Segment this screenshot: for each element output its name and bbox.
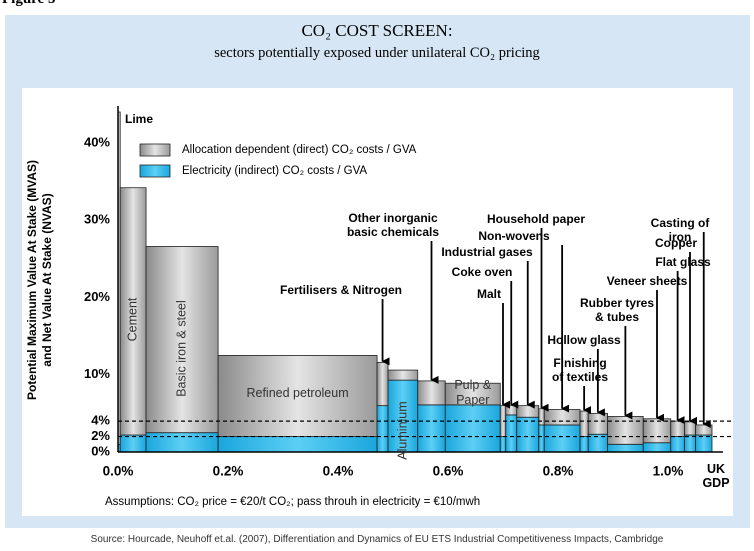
- indirect-cost-bar: [444, 404, 501, 453]
- category-label: Cement: [125, 297, 140, 342]
- category-label: Casting of iron: [650, 216, 710, 244]
- category-label: Industrial gases: [441, 245, 533, 259]
- category-label: Household paper: [486, 212, 586, 226]
- indirect-cost-bar: [607, 443, 644, 453]
- indirect-cost-bar: [543, 424, 581, 453]
- x-tick-label: 0.2%: [213, 464, 244, 479]
- category-label: Pulp & Paper: [454, 378, 492, 407]
- indirect-cost-bar: [217, 436, 378, 453]
- legend-label: Allocation dependent (direct) CO₂ costs …: [182, 144, 417, 156]
- chart-subtitle: sectors potentially exposed under unilat…: [214, 45, 540, 61]
- x-tick-label: 1.0%: [653, 464, 684, 479]
- indirect-cost-bar: [499, 436, 507, 453]
- direct-cost-bar: [642, 418, 672, 444]
- category-label: Copper: [655, 236, 697, 250]
- y-tick-label: 0%: [91, 443, 110, 458]
- y-tick-label: 30%: [84, 212, 110, 227]
- direct-cost-bar: [538, 408, 545, 426]
- indirect-cost-bar: [695, 434, 713, 453]
- category-label: Flat glass: [655, 255, 711, 269]
- indirect-cost-bar: [376, 405, 389, 453]
- indirect-cost-bar: [417, 404, 446, 453]
- direct-cost-bar: [543, 409, 581, 426]
- indirect-cost-bar: [538, 424, 545, 453]
- indirect-cost-bar: [505, 414, 518, 453]
- direct-cost-bar: [387, 369, 419, 381]
- y-tick-label: 40%: [84, 134, 110, 149]
- legend-label: Electricity (indirect) CO₂ costs / GVA: [182, 165, 367, 177]
- indirect-cost-bar: [670, 436, 685, 453]
- category-label: Coke oven: [451, 265, 513, 279]
- direct-cost-bar: [670, 420, 685, 437]
- y-axis-label: Potential Maximum Value At Stake (MVAS) …: [25, 159, 54, 401]
- category-label: Lime: [125, 112, 154, 126]
- category-label: Other inorganic basic chemicals: [346, 211, 440, 239]
- direct-cost-bar: [217, 355, 378, 437]
- figure-label: Figure 5: [2, 0, 55, 8]
- category-label: Veneer sheets: [606, 274, 688, 288]
- x-tick-label: 0.8%: [543, 464, 574, 479]
- category-label: Aluminium: [395, 401, 410, 460]
- direct-cost-bar: [119, 187, 147, 436]
- direct-cost-bar: [145, 246, 219, 434]
- y-tick-label: 4%: [91, 413, 110, 428]
- indirect-cost-bar: [516, 416, 540, 453]
- y-tick-label: 20%: [84, 289, 110, 304]
- category-label: Non-wovens: [478, 229, 550, 243]
- chart-title: CO₂ COST SCREEN:: [301, 21, 453, 40]
- source-note: Source: Hourcade, Neuhoff et.al. (2007),…: [90, 534, 664, 545]
- indirect-cost-bar: [579, 436, 589, 453]
- direct-cost-bar: [376, 361, 389, 407]
- direct-cost-bar: [579, 410, 589, 437]
- legend-swatch: [139, 164, 171, 178]
- indirect-cost-bar: [642, 442, 672, 453]
- x-tick-label: 0.4%: [323, 464, 354, 479]
- direct-cost-bar: [587, 412, 608, 435]
- direct-cost-bar: [695, 424, 713, 436]
- y-tick-label: 2%: [91, 428, 110, 443]
- category-label: Hollow glass: [547, 333, 621, 347]
- category-label: Fertilisers & Nitrogen: [279, 283, 403, 297]
- indirect-cost-bar: [684, 434, 696, 453]
- indirect-cost-bar: [119, 434, 147, 453]
- y-tick-label: 10%: [84, 366, 110, 381]
- uk-gdp-label: UK GDP: [702, 462, 730, 490]
- x-tick-label: 0.0%: [103, 464, 134, 479]
- assumptions-note: Assumptions: CO₂ price = €20/t CO₂; pass…: [105, 496, 481, 508]
- direct-cost-bar: [684, 421, 696, 436]
- category-label: Basic iron & steel: [174, 300, 189, 398]
- category-label: Malt: [477, 287, 501, 301]
- category-label: Finishing of textiles: [551, 356, 609, 384]
- category-label: Rubber tyres & tubes: [579, 296, 655, 324]
- x-tick-label: 0.6%: [433, 464, 464, 479]
- category-label: Refined petroleum: [246, 386, 349, 400]
- legend-swatch: [139, 143, 171, 157]
- direct-cost-bar: [444, 382, 501, 406]
